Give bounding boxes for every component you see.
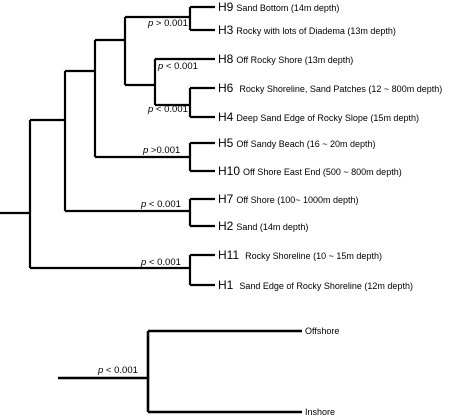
leaf-label-offshore: Offshore [305,326,339,336]
leaf-label-h3: H3 Rocky with lots of Diadema (13m depth) [218,23,396,37]
leaf-label-h11: H11 Rocky Shoreline (10 ~ 15m depth) [218,248,382,262]
leaf-label-h5: H5 Off Sandy Beach (16 ~ 20m depth) [218,136,376,150]
leaf-label-h6: H6 Rocky Shoreline, Sand Patches (12 ~ 80… [218,81,442,95]
pvalue-h8-clade: p < 0.001 [157,61,198,72]
leaf-labels: H9 Sand Bottom (14m depth) H3 Rocky with l… [218,0,442,292]
leaf-label-h4: H4 Deep Sand Edge of Rocky Slope (15m dep… [218,110,419,124]
leaf-label-h8: H8 Off Rocky Shore (13m depth) [218,52,353,66]
pvalue-h5-h10: p >0.001 [142,145,180,156]
leaf-label-h7: H7 Off Shore (100~ 1000m depth) [218,192,359,206]
pvalue-h7-h2: p < 0.001 [140,199,181,210]
leaf-label-h2: H2 Sand (14m depth) [218,219,308,233]
pvalue-labels: p > 0.001 p < 0.001 p < 0.001 p >0.001 p… [140,18,198,268]
pvalue-h6-h4: p < 0.001 [147,104,188,115]
pvalue-bottom: p < 0.001 [97,365,138,376]
pvalue-h9-h3: p > 0.001 [147,18,188,29]
leaf-label-h9: H9 Sand Bottom (14m depth) [218,0,339,14]
leaf-label-h10: H10 Off Shore East End (500 ~ 800m depth) [218,164,402,178]
leaf-label-inshore: Inshore [305,407,335,417]
leaf-label-h1: H1 Sand Edge of Rocky Shoreline (12m dept… [218,278,413,292]
pvalue-h11-h1: p < 0.001 [140,257,181,268]
